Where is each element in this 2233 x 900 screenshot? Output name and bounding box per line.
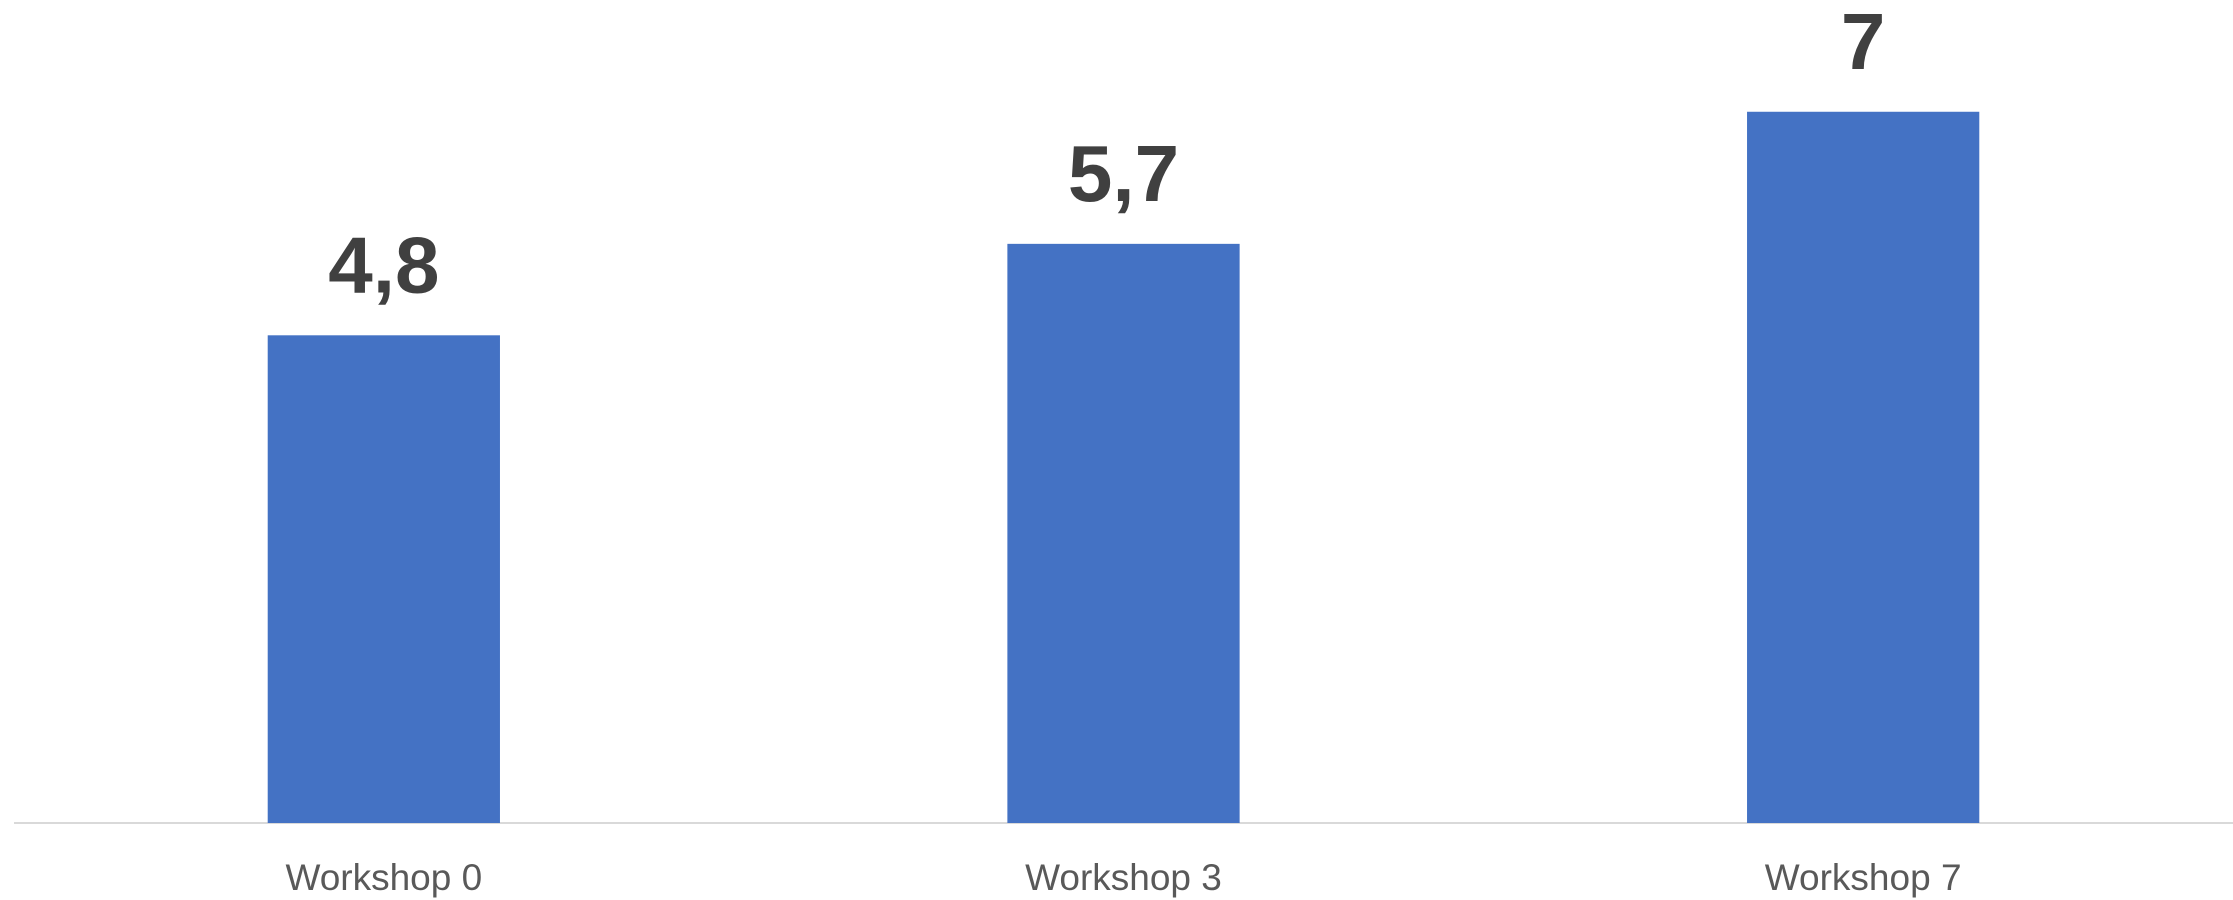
data-label: 5,7 xyxy=(1068,129,1179,218)
data-label: 7 xyxy=(1841,0,1886,86)
x-tick-label: Workshop 3 xyxy=(1025,857,1222,898)
bar xyxy=(267,335,500,823)
bar xyxy=(1007,243,1240,823)
x-tick-label: Workshop 0 xyxy=(285,857,482,898)
data-label: 4,8 xyxy=(328,220,439,309)
x-tick-label: Workshop 7 xyxy=(1765,857,1962,898)
bar xyxy=(1747,111,1980,823)
